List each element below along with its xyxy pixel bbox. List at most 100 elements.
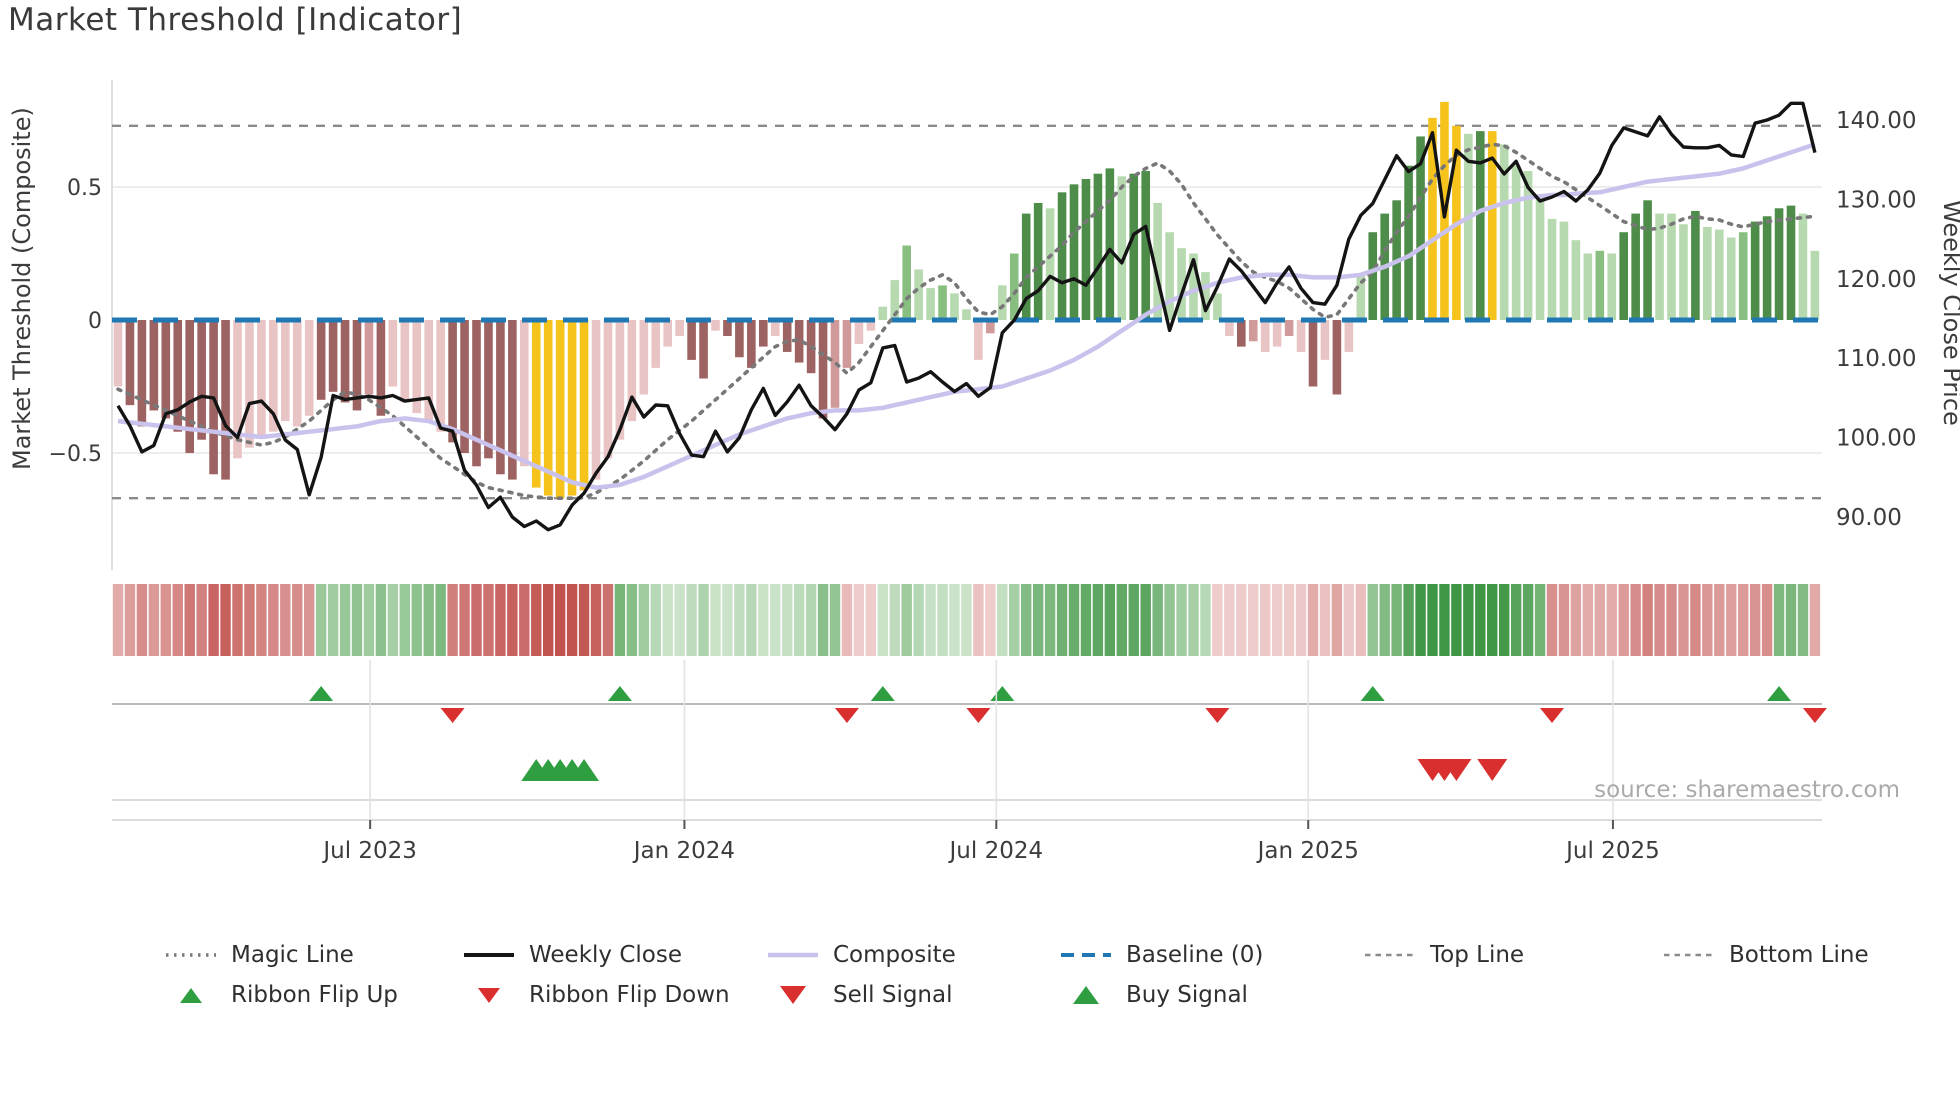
composite-bar bbox=[1619, 232, 1628, 320]
ribbon-cell bbox=[1666, 584, 1677, 656]
ribbon-cell bbox=[244, 584, 255, 656]
weekly-close-line bbox=[116, 101, 1817, 532]
ribbon-cell bbox=[1295, 584, 1307, 656]
composite-bar bbox=[1786, 205, 1796, 320]
ribbon-cell bbox=[578, 584, 590, 656]
sell-signal-marker bbox=[1441, 759, 1472, 781]
ribbon-cell bbox=[1427, 584, 1438, 656]
ribbon-cell bbox=[865, 584, 877, 656]
ribbon-flip-down-marker bbox=[1540, 708, 1564, 723]
left-tick-label: −0.5 bbox=[49, 442, 102, 467]
composite-bar bbox=[1201, 272, 1210, 320]
ribbon-cell bbox=[686, 584, 697, 656]
composite-bar bbox=[185, 320, 194, 453]
composite-bar bbox=[221, 320, 230, 480]
ribbon-cell bbox=[829, 584, 841, 656]
ribbon-cell bbox=[1164, 584, 1175, 656]
ribbon-cell bbox=[112, 584, 124, 656]
composite-bar bbox=[567, 320, 577, 496]
ribbon-cell bbox=[160, 584, 171, 656]
ribbon-cell bbox=[483, 584, 494, 656]
composite-bar bbox=[1368, 232, 1378, 320]
ribbon-cell bbox=[961, 584, 972, 656]
ribbon-cell bbox=[710, 584, 721, 656]
ribbon-cell bbox=[232, 584, 243, 656]
ribbon-cell bbox=[1236, 584, 1247, 656]
composite-bar bbox=[269, 320, 278, 432]
composite-bar bbox=[675, 320, 684, 336]
ribbon-cell bbox=[495, 584, 506, 656]
ribbon-cell bbox=[1463, 584, 1474, 656]
ribbon-flip-up-marker bbox=[309, 686, 334, 701]
composite-bar bbox=[1105, 168, 1115, 320]
ribbon-cell bbox=[614, 584, 626, 656]
composite-bar bbox=[1583, 253, 1593, 320]
ribbon-cell bbox=[447, 584, 458, 656]
top-bottom-threshold-lines bbox=[112, 124, 1822, 500]
composite-swatch bbox=[767, 949, 819, 961]
composite-bar bbox=[543, 320, 553, 496]
ribbon-cell bbox=[471, 584, 482, 656]
composite-bar bbox=[137, 320, 147, 427]
composite-bar bbox=[794, 320, 804, 363]
ribbon-cell bbox=[1642, 584, 1653, 656]
ribbon-cell bbox=[985, 584, 996, 656]
ribbon-cell bbox=[543, 584, 554, 656]
composite-bar bbox=[520, 320, 529, 467]
ribbon-cell bbox=[1032, 584, 1044, 656]
composite-bar bbox=[878, 306, 888, 320]
ribbon-cell bbox=[220, 584, 231, 656]
ribbon-cell bbox=[746, 584, 757, 656]
ribbon-cell bbox=[1726, 584, 1737, 656]
ribbon-cell bbox=[997, 584, 1008, 656]
ribbon-cell bbox=[805, 584, 817, 656]
composite-bar bbox=[1404, 165, 1413, 320]
composite-bar bbox=[1547, 218, 1557, 320]
ribbon-cell bbox=[1738, 584, 1749, 656]
ribbon-cell bbox=[1451, 584, 1462, 656]
ribbon-cell bbox=[1522, 584, 1534, 656]
ribbon-cell bbox=[363, 584, 375, 656]
composite-bar bbox=[1762, 216, 1772, 320]
x-tick-label: Jul 2023 bbox=[321, 838, 417, 864]
ribbon-cell bbox=[1080, 584, 1092, 656]
composite-bar bbox=[1284, 320, 1294, 336]
magic-line-swatch bbox=[165, 949, 217, 961]
composite-bar bbox=[986, 320, 995, 334]
composite-bar bbox=[1021, 213, 1031, 320]
composite-bar bbox=[1595, 250, 1605, 320]
composite-bar bbox=[1750, 221, 1760, 320]
ribbon-cell bbox=[423, 584, 434, 656]
ribbon-cell bbox=[698, 584, 709, 656]
left-tick-label: 0.5 bbox=[67, 176, 102, 201]
ribbon-cell bbox=[1248, 584, 1259, 656]
composite-bar bbox=[412, 320, 422, 414]
composite-bar bbox=[627, 320, 637, 422]
ribbon-cell bbox=[327, 584, 339, 656]
composite-bar bbox=[1248, 320, 1258, 342]
ribbon-cell bbox=[782, 584, 793, 656]
composite-bar bbox=[173, 320, 183, 432]
composite-bar bbox=[364, 320, 374, 395]
composite-bar bbox=[1559, 221, 1569, 320]
series-lines bbox=[116, 101, 1817, 532]
composite-bar bbox=[759, 320, 768, 347]
ribbon-cell bbox=[268, 584, 279, 656]
right-axis-title: Weekly Close Price bbox=[1938, 200, 1960, 426]
composite-bar bbox=[197, 320, 206, 440]
x-tick-label: Jul 2025 bbox=[1564, 838, 1660, 864]
composite-bar bbox=[1607, 253, 1617, 320]
legend-label: Magic Line bbox=[231, 942, 354, 968]
legend-magic-line: Magic Line bbox=[165, 938, 354, 972]
gridlines bbox=[111, 80, 1822, 570]
legend-sell-signal: Sell Signal bbox=[767, 978, 953, 1012]
composite-bar bbox=[484, 320, 493, 459]
ribbon-flip-up-marker bbox=[870, 686, 895, 701]
ribbon-cell bbox=[1200, 584, 1211, 656]
composite-bar bbox=[1416, 136, 1425, 320]
ribbon-cell bbox=[1594, 584, 1605, 656]
legend-label: Weekly Close bbox=[529, 942, 682, 968]
composite-bar bbox=[1308, 320, 1318, 387]
composite-bar bbox=[1165, 232, 1174, 320]
